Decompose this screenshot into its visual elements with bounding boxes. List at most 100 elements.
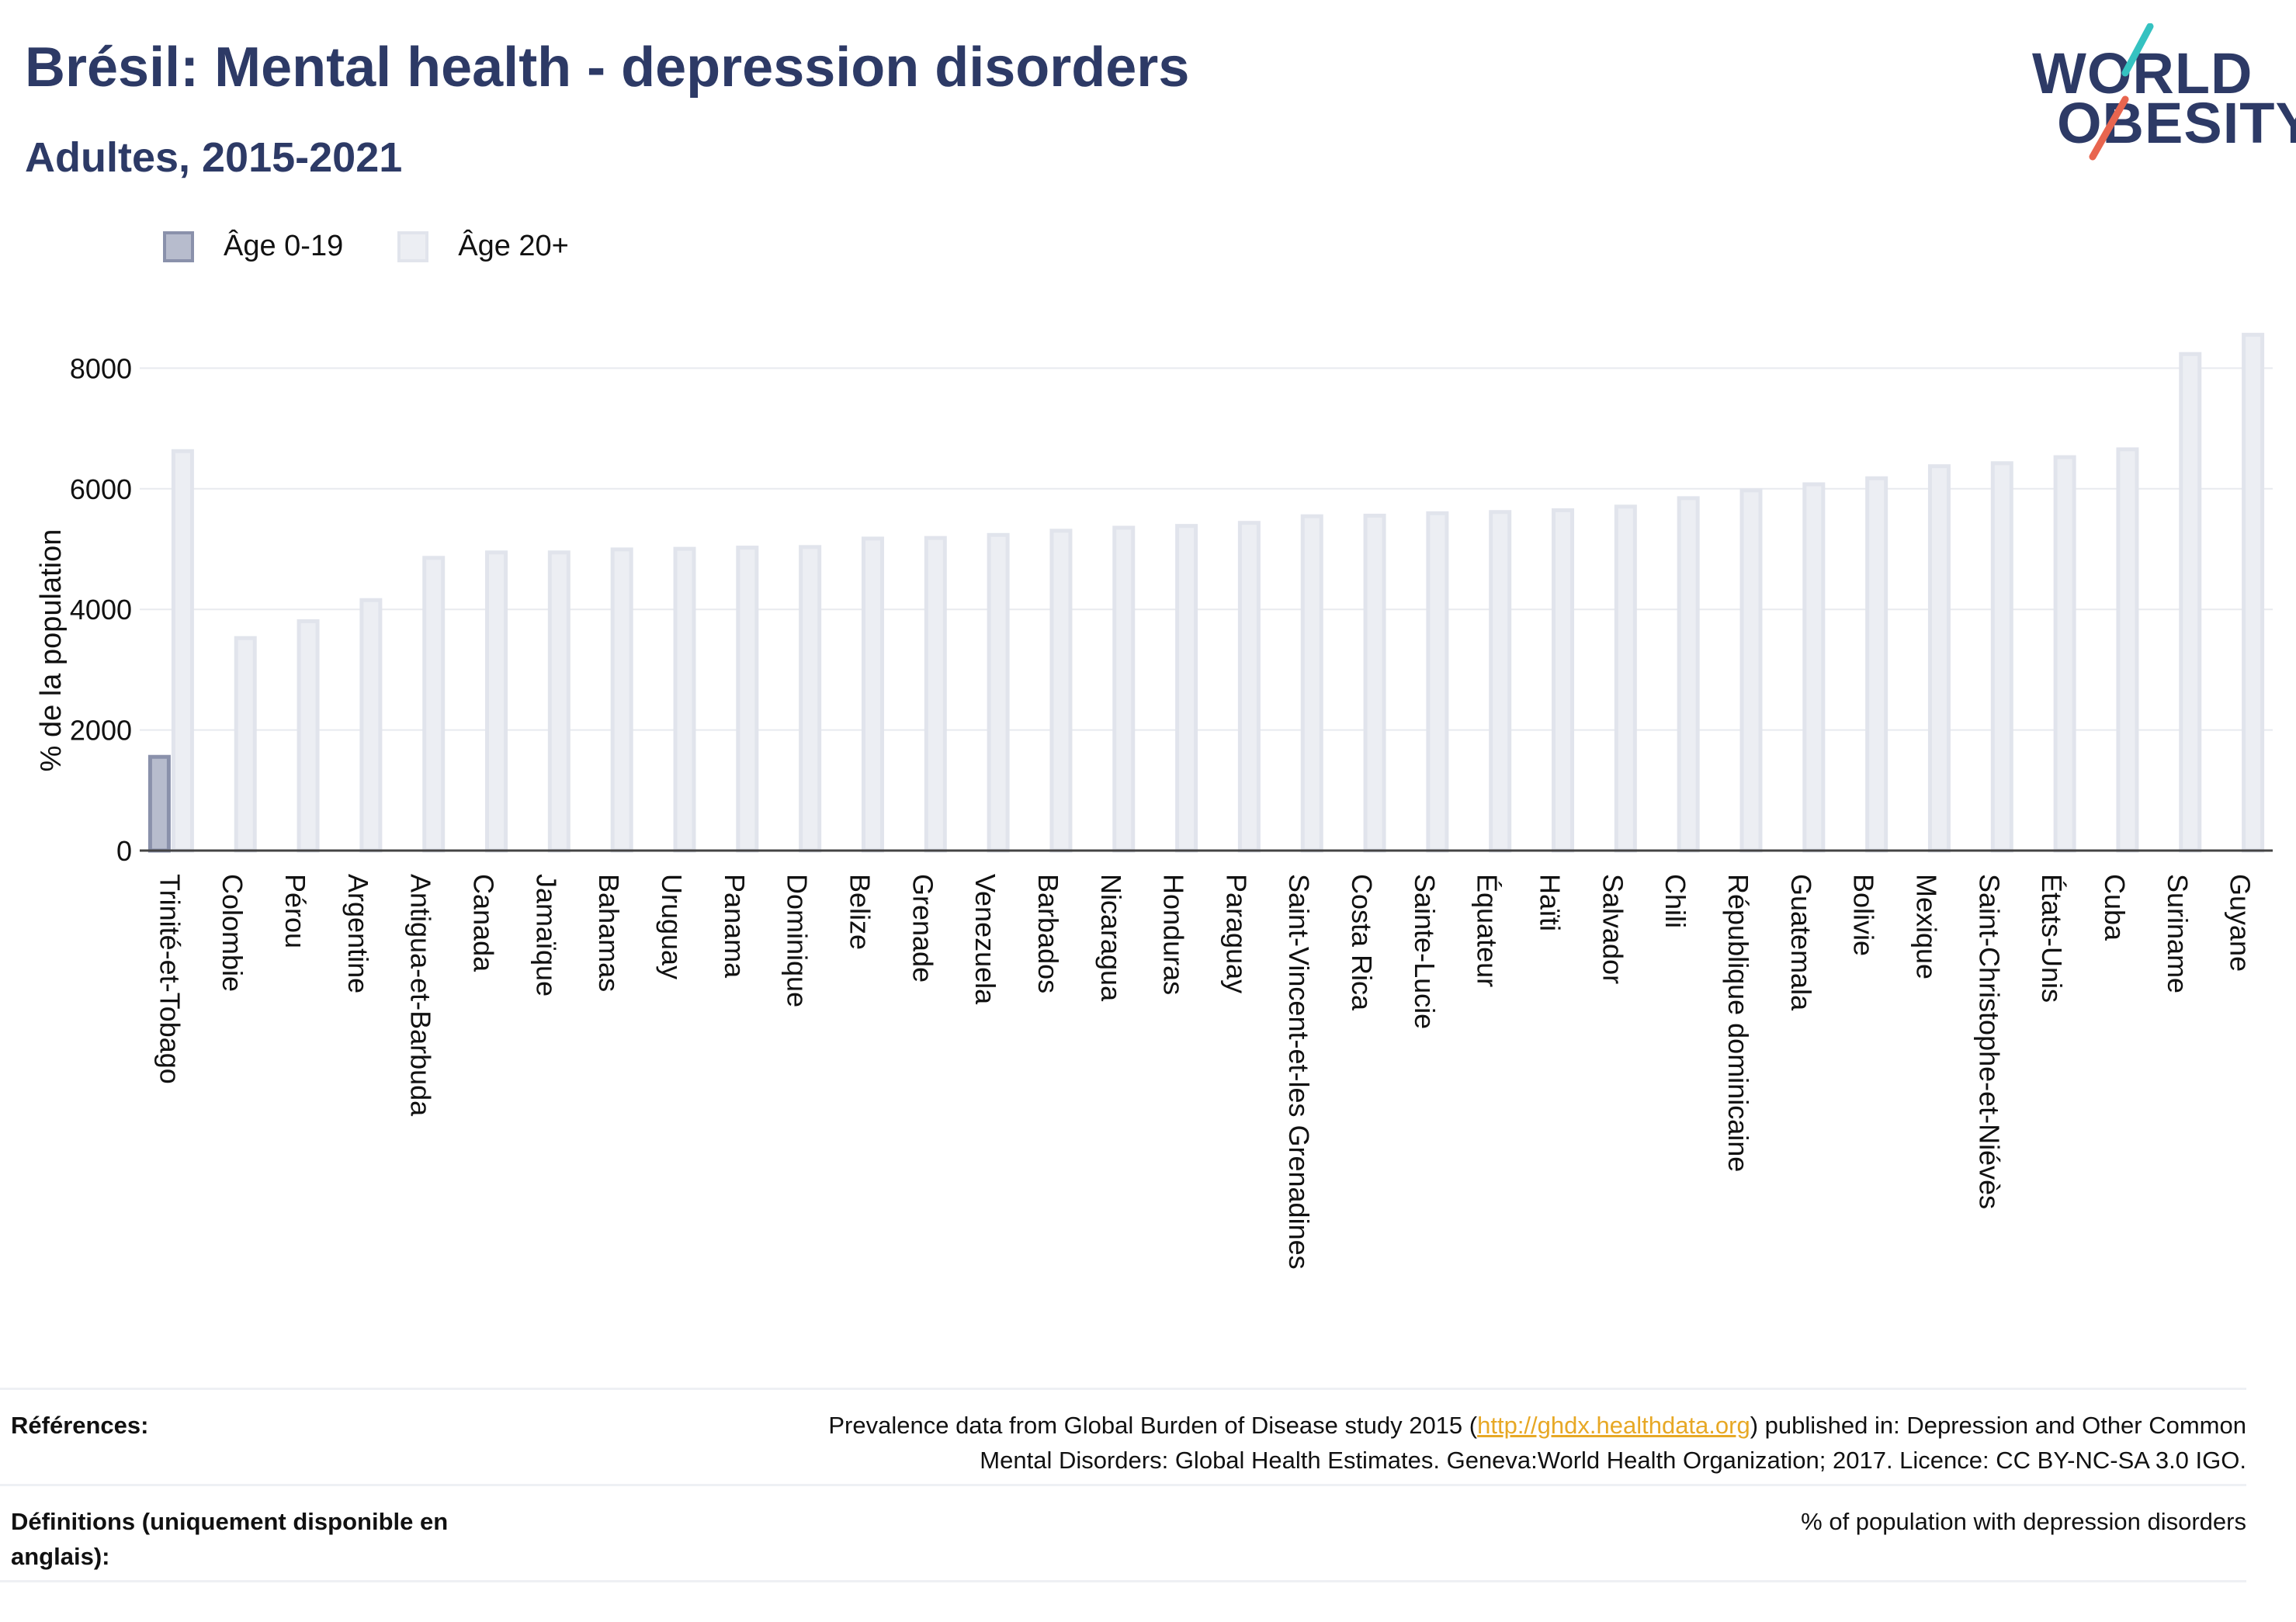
bar-age-20-plus[interactable] xyxy=(1112,525,1136,853)
x-tick-label: Colombie xyxy=(217,874,248,992)
bar-age-20-plus[interactable] xyxy=(924,535,947,853)
bar-age-20-plus[interactable] xyxy=(1237,521,1261,853)
definitions-row: Définitions (uniquement disponible en an… xyxy=(0,1484,2246,1582)
x-tick-label: Honduras xyxy=(1158,874,1190,995)
x-tick-label: Haïti xyxy=(1535,874,1566,931)
bar-chart: 0 2000 4000 6000 8000 Trinité-et-Tobago Colomb… xyxy=(35,332,2273,1270)
bar-age-20-plus[interactable] xyxy=(2242,332,2265,853)
x-tick-label: Saint-Christophe-et-Niévès xyxy=(1973,874,2005,1209)
bar-age-20-plus[interactable] xyxy=(1426,511,1449,853)
gridlines xyxy=(140,367,2273,731)
bar-age-20-plus[interactable] xyxy=(1489,510,1512,853)
x-tick-label: Trinité-et-Tobago xyxy=(154,874,186,1084)
x-tick-label: Antigua-et-Barbuda xyxy=(405,874,437,1117)
x-tick-label: Saint-Vincent-et-les Grenadines xyxy=(1283,874,1315,1270)
logo-word-world: WORLD xyxy=(2032,41,2253,106)
bars xyxy=(147,332,2265,853)
x-tick-label: Belize xyxy=(844,874,876,950)
bar-age-20-plus[interactable] xyxy=(1677,496,1700,853)
bar-age-20-plus[interactable] xyxy=(1363,513,1386,853)
x-tick-label: Panama xyxy=(719,874,751,979)
x-tick-label: Chili xyxy=(1660,874,1691,928)
x-tick-label: Guatemala xyxy=(1785,874,1817,1011)
bar-age-20-plus[interactable] xyxy=(1300,514,1323,853)
bar-age-20-plus[interactable] xyxy=(1614,504,1637,853)
bar-age-20-plus[interactable] xyxy=(2116,447,2139,853)
bar-age-0-19[interactable] xyxy=(147,754,171,853)
x-tick-label: Nicaragua xyxy=(1095,874,1127,1002)
x-tick-label: Paraguay xyxy=(1220,874,1252,993)
y-tick-label: 0 xyxy=(116,835,132,867)
bar-age-20-plus[interactable] xyxy=(2053,455,2076,853)
y-tick-label: 8000 xyxy=(70,352,132,384)
x-tick-label: Cuba xyxy=(2099,874,2131,941)
bar-age-20-plus[interactable] xyxy=(171,449,194,853)
bar-age-20-plus[interactable] xyxy=(297,619,320,853)
x-tick-label: Uruguay xyxy=(656,874,688,979)
references-text-line2: Mental Disorders: Global Health Estimate… xyxy=(980,1446,2246,1474)
x-tick-label: Bahamas xyxy=(593,874,625,992)
bar-age-20-plus[interactable] xyxy=(485,550,508,853)
legend-label-age-20-plus: Âge 20+ xyxy=(458,230,569,262)
world-obesity-logo: WORLD OBESITY xyxy=(2018,23,2296,171)
bar-age-20-plus[interactable] xyxy=(359,598,383,853)
bar-age-20-plus[interactable] xyxy=(234,636,257,853)
bar-age-20-plus[interactable] xyxy=(799,545,822,853)
references-link[interactable]: http://ghdx.healthdata.org xyxy=(1477,1412,1750,1439)
bar-age-20-plus[interactable] xyxy=(736,546,759,853)
x-tick-label: Dominique xyxy=(782,874,813,1007)
definitions-label: Définitions (uniquement disponible en an… xyxy=(11,1505,448,1575)
legend-swatch-age-20-plus xyxy=(397,230,429,262)
bar-age-20-plus[interactable] xyxy=(1865,476,1888,853)
bar-age-20-plus[interactable] xyxy=(1552,508,1575,853)
legend-item-age-0-19[interactable]: Âge 0-19 xyxy=(163,230,343,263)
y-axis-title: % de la population xyxy=(35,529,68,772)
bar-age-20-plus[interactable] xyxy=(1990,461,2013,853)
x-tick-label: Costa Rica xyxy=(1346,874,1378,1011)
chart-title: Brésil: Mental health - depression disor… xyxy=(25,36,1190,99)
definitions-text: % of population with depression disorder… xyxy=(1801,1508,2246,1535)
x-tick-label: République dominicaine xyxy=(1722,874,1754,1172)
bar-age-20-plus[interactable] xyxy=(987,532,1010,853)
bar-age-20-plus[interactable] xyxy=(547,550,571,853)
bar-age-20-plus[interactable] xyxy=(610,547,633,853)
logo-slash-icon xyxy=(2089,23,2154,161)
references-text-before: Prevalence data from Global Burden of Di… xyxy=(828,1412,1478,1439)
bar-age-20-plus[interactable] xyxy=(1927,464,1951,853)
axes: 0 2000 4000 6000 8000 Trinité-et-Tobago Colomb… xyxy=(70,352,2273,1270)
chart-subtitle: Adultes, 2015-2021 xyxy=(25,134,403,181)
x-tick-label: Canada xyxy=(468,874,500,972)
footer-bottom-divider xyxy=(0,1580,2246,1582)
x-tick-label: Salvador xyxy=(1597,874,1628,984)
x-tick-label: Argentine xyxy=(342,874,374,993)
y-tick-label: 2000 xyxy=(70,715,132,747)
x-tick-label: Grenade xyxy=(907,874,938,983)
legend-label-age-0-19: Âge 0-19 xyxy=(224,230,344,262)
bar-age-20-plus[interactable] xyxy=(673,546,696,853)
x-tick-label: Bolivie xyxy=(1848,874,1880,956)
y-tick-label: 4000 xyxy=(70,594,132,626)
x-tick-label: Sainte-Lucie xyxy=(1409,874,1441,1029)
x-tick-label: Mexique xyxy=(1910,874,1942,979)
legend-swatch-age-0-19 xyxy=(163,230,194,262)
definitions-label-line2: anglais): xyxy=(11,1542,110,1570)
bar-age-20-plus[interactable] xyxy=(422,556,446,853)
chart-legend: Âge 0-19 Âge 20+ xyxy=(163,230,623,263)
legend-item-age-20-plus[interactable]: Âge 20+ xyxy=(397,230,569,263)
bar-age-20-plus[interactable] xyxy=(861,536,884,853)
x-tick-label: Barbados xyxy=(1032,874,1064,993)
x-tick-label: États-Unis xyxy=(2036,874,2068,1003)
bar-age-20-plus[interactable] xyxy=(1049,529,1073,853)
definitions-label-line1: Définitions (uniquement disponible en xyxy=(11,1508,449,1535)
bar-age-20-plus[interactable] xyxy=(1175,524,1198,853)
bar-age-20-plus[interactable] xyxy=(1802,482,1826,853)
x-tick-label: Pérou xyxy=(279,874,311,948)
x-tick-label: Guyane xyxy=(2225,874,2256,972)
references-row: Références: Prevalence data from Global … xyxy=(0,1388,2246,1486)
references-text-after: ) published in: Depression and Other Com… xyxy=(1750,1412,2246,1439)
references-label: Références: xyxy=(11,1412,149,1439)
logo-word-obesity: OBESITY xyxy=(2057,91,2296,155)
x-tick-label: Venezuela xyxy=(969,874,1001,1005)
bar-age-20-plus[interactable] xyxy=(1739,488,1763,853)
bar-age-20-plus[interactable] xyxy=(2179,352,2202,853)
